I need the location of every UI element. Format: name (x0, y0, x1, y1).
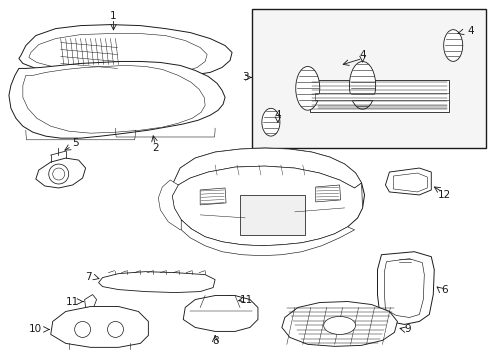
Ellipse shape (323, 316, 355, 334)
Polygon shape (173, 148, 361, 188)
Text: 6: 6 (440, 284, 447, 294)
Text: 3: 3 (241, 72, 248, 82)
Polygon shape (281, 302, 397, 346)
Polygon shape (377, 252, 433, 324)
Polygon shape (261, 108, 280, 136)
Text: 1: 1 (110, 11, 117, 21)
Polygon shape (314, 93, 448, 100)
Text: 5: 5 (72, 138, 79, 148)
Polygon shape (181, 220, 354, 256)
Text: 8: 8 (211, 336, 218, 346)
Polygon shape (315, 185, 340, 202)
Polygon shape (443, 30, 462, 62)
Text: 4: 4 (467, 26, 473, 36)
Polygon shape (36, 158, 85, 188)
Polygon shape (23, 66, 205, 133)
Text: 2: 2 (152, 143, 158, 153)
Text: 10: 10 (29, 324, 42, 334)
Polygon shape (9, 62, 224, 138)
Text: 4: 4 (359, 50, 365, 60)
Text: 12: 12 (437, 190, 450, 200)
Polygon shape (172, 166, 362, 246)
Polygon shape (158, 180, 191, 230)
Polygon shape (84, 294, 96, 307)
Circle shape (107, 321, 123, 337)
Bar (251, 9, 485, 148)
Text: 7: 7 (85, 272, 92, 282)
Circle shape (75, 321, 90, 337)
Text: 4: 4 (274, 110, 281, 120)
Polygon shape (172, 148, 364, 246)
Polygon shape (218, 296, 235, 307)
Circle shape (49, 164, 68, 184)
Polygon shape (200, 188, 225, 205)
Polygon shape (295, 67, 319, 110)
Polygon shape (385, 168, 430, 195)
Bar (240, 195, 304, 235)
Text: 11: 11 (239, 294, 252, 305)
Polygon shape (19, 24, 232, 76)
Polygon shape (393, 173, 427, 192)
Text: 9: 9 (403, 324, 410, 334)
Text: 11: 11 (66, 297, 79, 306)
Polygon shape (183, 296, 258, 332)
Polygon shape (51, 306, 148, 347)
Polygon shape (99, 272, 215, 293)
Polygon shape (29, 33, 207, 72)
Circle shape (53, 168, 64, 180)
Polygon shape (349, 62, 375, 109)
Polygon shape (309, 80, 448, 112)
Polygon shape (384, 259, 424, 318)
